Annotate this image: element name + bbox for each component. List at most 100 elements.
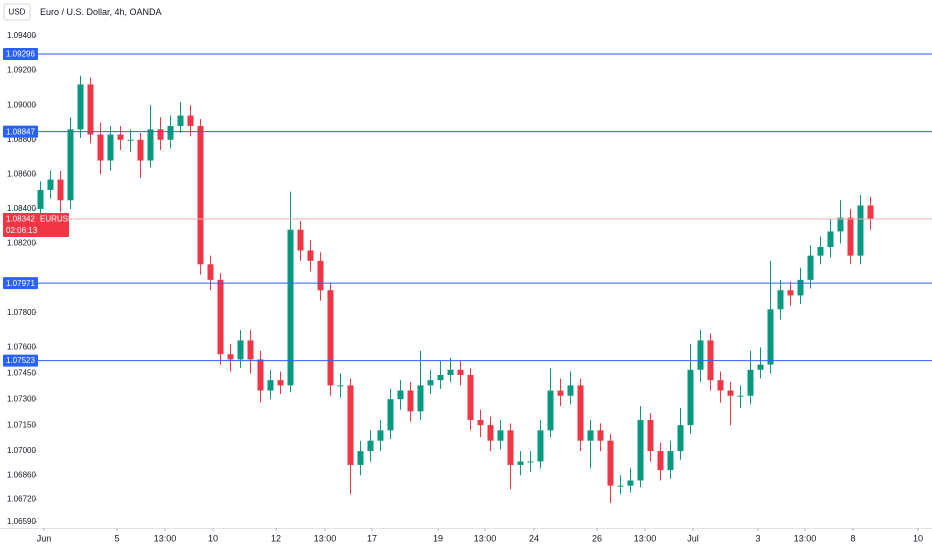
last-price-label: 1.08342 — [6, 215, 35, 224]
candle-body — [107, 134, 114, 161]
candle-body — [677, 425, 684, 452]
x-tick-label: 24 — [529, 533, 539, 543]
currency: USD — [9, 8, 26, 17]
candle-body — [827, 231, 834, 248]
candle-body — [777, 290, 784, 310]
candle-body — [157, 129, 164, 140]
candle-body — [137, 139, 144, 161]
candle-body — [637, 419, 644, 481]
candle-body — [467, 374, 474, 420]
candle-body — [507, 430, 514, 465]
x-tick-label: 5 — [114, 533, 119, 543]
candle-body — [347, 385, 354, 465]
x-tick-label: 8 — [850, 533, 855, 543]
candle-body — [257, 359, 264, 391]
candle-body — [697, 340, 704, 370]
candle-body — [117, 134, 124, 140]
y-tick-label: 1.08600 — [7, 169, 36, 178]
candle-body — [797, 279, 804, 296]
last-price-symbol: EURUSD — [40, 215, 74, 224]
x-tick-label: 3 — [755, 533, 760, 543]
level-label: 1.09296 — [6, 50, 35, 59]
candle-body — [417, 385, 424, 412]
candle-body — [277, 380, 284, 386]
candle-body — [667, 451, 674, 471]
y-tick-label: 1.08800 — [7, 135, 36, 144]
candle-body — [787, 290, 794, 296]
candle-body — [527, 461, 534, 463]
candle-body — [37, 189, 44, 209]
x-tick-label: 13:00 — [634, 533, 657, 543]
y-tick-label: 1.07150 — [7, 420, 36, 429]
candle-body — [727, 390, 734, 396]
x-tick-label: 13:00 — [474, 533, 497, 543]
level-label-box — [3, 277, 38, 290]
chart-title: Euro / U.S. Dollar, 4h, OANDA — [40, 7, 162, 17]
level-label: 1.07971 — [6, 279, 35, 288]
candle-body — [247, 340, 254, 360]
candle-body — [317, 260, 324, 291]
y-tick-label: 1.06590 — [7, 517, 36, 526]
candle-body — [647, 419, 654, 452]
candle-body — [597, 430, 604, 441]
level-label-box — [3, 47, 38, 60]
candle-body — [397, 390, 404, 400]
x-tick-label: 26 — [592, 533, 602, 543]
x-tick-label: 13:00 — [154, 533, 177, 543]
y-tick-label: 1.06860 — [7, 470, 36, 479]
candle-body — [207, 264, 214, 280]
y-tick-label: 1.06720 — [7, 495, 36, 504]
candle-body — [717, 380, 724, 391]
candle-body — [147, 129, 154, 161]
y-tick-label: 1.09000 — [7, 100, 36, 109]
y-tick-label: 1.09200 — [7, 66, 36, 75]
currency-box[interactable] — [3, 3, 31, 21]
candle-body — [817, 247, 824, 256]
candle-body — [767, 309, 774, 365]
candle-body — [837, 217, 844, 232]
candle-body — [497, 430, 504, 441]
last-price-box — [3, 212, 69, 237]
candle-body — [187, 115, 194, 126]
candle-body — [547, 390, 554, 431]
candle-body — [537, 430, 544, 462]
candle-body — [657, 451, 664, 471]
candle-body — [377, 430, 384, 441]
candle-body — [87, 84, 94, 135]
y-tick-label: 1.07000 — [7, 446, 36, 455]
candle-body — [387, 399, 394, 431]
candle-body — [367, 440, 374, 452]
candle-body — [607, 440, 614, 486]
x-tick-label: Jul — [687, 533, 699, 543]
candle-body — [517, 461, 524, 465]
level-label-box — [3, 125, 38, 138]
candle-body — [807, 255, 814, 280]
candle-body — [327, 290, 334, 386]
candle-body — [197, 125, 204, 265]
x-tick-label: 13:00 — [314, 533, 337, 543]
level-label: 1.07523 — [6, 356, 35, 365]
candle-body — [437, 374, 444, 381]
level-label: 1.08847 — [6, 127, 35, 136]
y-tick-label: 1.07600 — [7, 342, 36, 351]
candle-body — [67, 129, 74, 201]
y-tick-label: 1.08400 — [7, 204, 36, 213]
candle-body — [747, 369, 754, 396]
candle-body — [407, 390, 414, 412]
candle-body — [557, 390, 564, 396]
x-tick-label: Jun — [37, 533, 52, 543]
candle-body — [487, 425, 494, 441]
candle-body — [867, 205, 874, 220]
x-tick-label: 17 — [367, 533, 377, 543]
candle-body — [477, 419, 484, 426]
x-tick-label: 19 — [433, 533, 443, 543]
candle-body — [567, 385, 574, 396]
candle-body — [297, 229, 304, 251]
candle-body — [77, 84, 84, 130]
candle-body — [97, 134, 104, 161]
x-tick-label: 13:00 — [794, 533, 817, 543]
candle-body — [267, 380, 274, 391]
candle-body — [227, 354, 234, 360]
x-tick-label: 10 — [208, 533, 218, 543]
candle-body — [127, 139, 134, 141]
